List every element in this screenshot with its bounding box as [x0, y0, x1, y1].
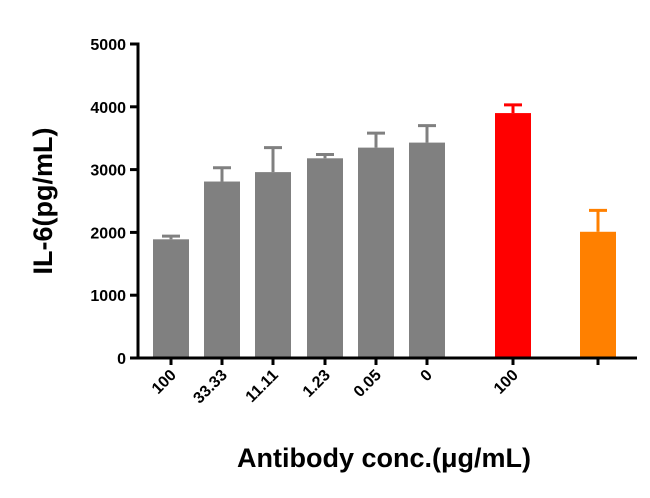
bar: [580, 231, 616, 358]
x-tick-label: 100: [491, 367, 522, 398]
x-tick-label: 0: [418, 367, 436, 385]
x-axis-title: Antibody conc.(μg/mL): [237, 443, 531, 473]
bar: [495, 113, 531, 358]
bar: [204, 181, 240, 358]
y-tick-label: 5000: [90, 37, 126, 54]
y-axis-title: IL-6(pg/mL): [28, 128, 58, 275]
bars-layer: [153, 103, 616, 358]
x-tick-label: 11.11: [243, 367, 282, 406]
x-tick-label: 1.23: [300, 367, 334, 401]
bar: [409, 142, 445, 358]
bar: [358, 147, 394, 358]
y-tick-label: 3000: [90, 163, 126, 180]
y-tick-label: 1000: [90, 288, 126, 305]
x-tick-label: 0.05: [351, 367, 385, 401]
bar: [307, 158, 343, 358]
bar: [255, 172, 291, 358]
y-tick-label: 4000: [90, 100, 126, 117]
x-tick-label: 33.33: [190, 367, 230, 407]
bar: [153, 239, 189, 358]
y-tick-label: 2000: [90, 225, 126, 242]
x-tick-label: 100: [149, 367, 180, 398]
y-tick-label: 0: [117, 351, 126, 368]
